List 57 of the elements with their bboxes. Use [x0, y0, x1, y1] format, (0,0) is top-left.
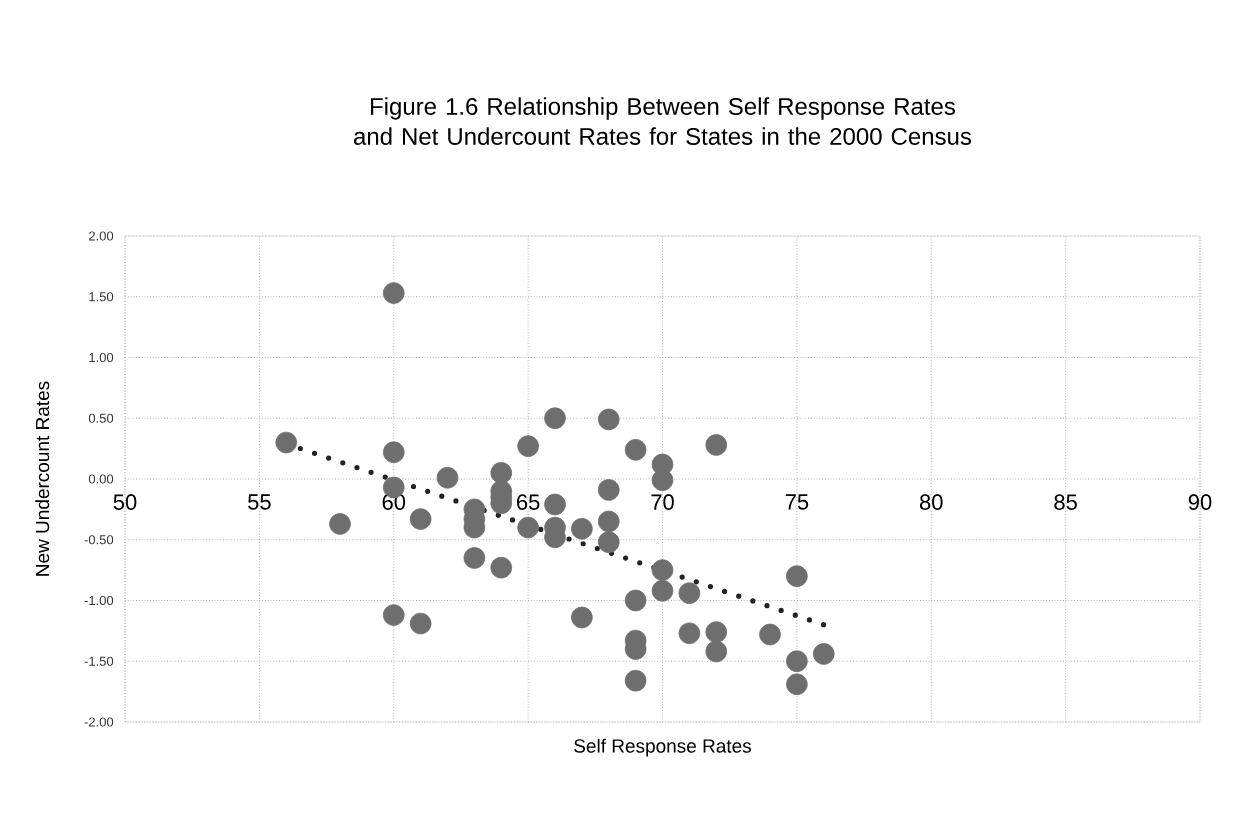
- y-tick-label: 1.50: [89, 292, 114, 302]
- y-tick-label: -2.00: [84, 717, 114, 727]
- point: [436, 466, 459, 489]
- point: [624, 439, 647, 461]
- point: [597, 479, 620, 501]
- x-tick-label: 75: [785, 494, 809, 510]
- point: [705, 621, 728, 643]
- point: [624, 589, 647, 612]
- point: [490, 556, 513, 579]
- y-tick-label: 2.00: [89, 231, 114, 241]
- point: [409, 508, 432, 530]
- point: [705, 640, 728, 663]
- point: [705, 434, 728, 456]
- chart-title: Figure 1.6 Relationship Between Self Response Rates and Net Undercount Rates for States in the 2000 Census: [354, 97, 972, 145]
- x-tick-label: 65: [517, 494, 540, 510]
- y-tick-label: -0.50: [84, 535, 114, 545]
- point: [382, 282, 405, 304]
- y-tick-label: -1.00: [84, 595, 114, 606]
- point: [571, 606, 593, 629]
- point: [812, 643, 835, 665]
- point: [571, 518, 593, 540]
- point: [597, 408, 620, 431]
- point: [490, 462, 513, 484]
- x-tick-label: 90: [1188, 494, 1212, 510]
- point: [517, 435, 539, 457]
- x-tick-label: 85: [1054, 494, 1077, 510]
- x-tick-label: 55: [248, 494, 271, 510]
- point: [786, 565, 808, 587]
- point: [597, 531, 620, 553]
- point: [759, 623, 781, 646]
- point: [329, 513, 351, 535]
- point: [624, 669, 647, 692]
- y-tick-label: 0.50: [88, 413, 114, 423]
- x-tick-label: 80: [919, 494, 943, 510]
- point: [544, 407, 566, 430]
- point: [409, 612, 432, 635]
- point: [678, 582, 701, 604]
- point: [463, 547, 486, 569]
- point: [786, 673, 808, 696]
- y-tick-label: 0.00: [88, 474, 114, 484]
- point: [544, 493, 566, 516]
- point: [678, 622, 701, 645]
- point: [651, 559, 674, 581]
- point: [651, 579, 674, 602]
- point: [382, 604, 405, 626]
- point: [786, 650, 808, 673]
- point: [275, 431, 298, 454]
- x-tick-label: 50: [113, 494, 137, 510]
- point: [517, 516, 539, 539]
- point: [597, 510, 620, 533]
- x-tick-label: 70: [651, 494, 674, 510]
- y-tick-label: -1.50: [84, 656, 114, 666]
- x-axis-title: Self Response Rates: [574, 738, 752, 757]
- point: [382, 441, 405, 464]
- point: [651, 469, 674, 491]
- y-tick-label: 1.00: [89, 352, 114, 363]
- y-axis-title: New Undercount Rates: [35, 381, 50, 576]
